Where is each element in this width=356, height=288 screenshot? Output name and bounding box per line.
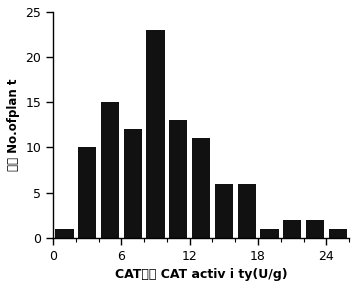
Bar <box>329 229 347 238</box>
X-axis label: CAT活性 CAT activ i ty(U/g): CAT活性 CAT activ i ty(U/g) <box>115 268 287 281</box>
Bar <box>147 30 165 238</box>
Bar <box>124 129 142 238</box>
Y-axis label: 株数 No.ofplan t: 株数 No.ofplan t <box>7 79 20 171</box>
Bar <box>169 120 188 238</box>
Bar <box>101 102 119 238</box>
Bar <box>283 220 301 238</box>
Bar <box>215 183 233 238</box>
Bar <box>78 147 96 238</box>
Bar <box>260 229 278 238</box>
Bar <box>192 138 210 238</box>
Bar <box>306 220 324 238</box>
Bar <box>237 183 256 238</box>
Bar <box>56 229 74 238</box>
